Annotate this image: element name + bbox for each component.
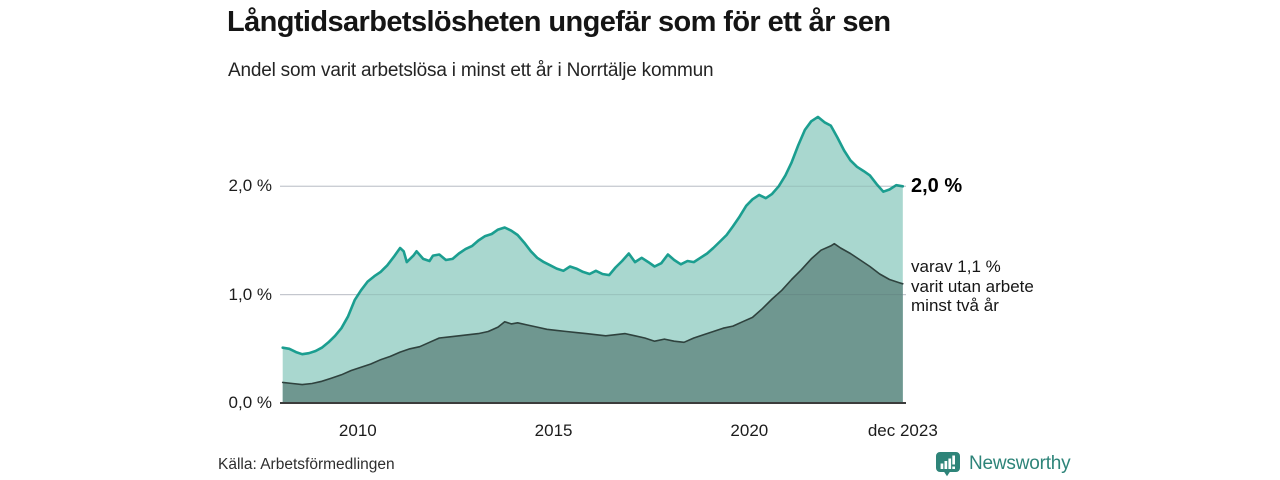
chart-title: Långtidsarbetslösheten ungefär som för e… bbox=[227, 6, 891, 38]
latest-value-label: 2,0 % bbox=[911, 175, 963, 197]
series-line-0 bbox=[281, 115, 905, 356]
series-line-1 bbox=[281, 242, 904, 386]
area-chart bbox=[280, 115, 906, 404]
series-area-1 bbox=[282, 243, 903, 403]
x-tick-label: 2020 bbox=[730, 421, 769, 440]
y-tick-label: 1,0 % bbox=[228, 284, 272, 304]
newsworthy-logo: Newsworthy bbox=[934, 450, 1071, 478]
chart-subtitle: Andel som varit arbetslösa i minst ett å… bbox=[228, 60, 714, 81]
y-tick-label: 2,0 % bbox=[228, 176, 272, 196]
x-tick-label: dec 2023 bbox=[867, 421, 938, 440]
newsworthy-icon bbox=[936, 452, 960, 477]
y-tick-label: 0,0 % bbox=[228, 393, 272, 412]
source-note: Källa: Arbetsförmedlingen bbox=[218, 456, 395, 473]
newsworthy-wordmark: Newsworthy bbox=[969, 453, 1071, 474]
x-tick-label: 2010 bbox=[338, 421, 377, 440]
breakdown-annotation: varav 1,1 % varit utan arbete minst två … bbox=[911, 257, 1034, 315]
x-tick-label: 2015 bbox=[534, 421, 573, 440]
